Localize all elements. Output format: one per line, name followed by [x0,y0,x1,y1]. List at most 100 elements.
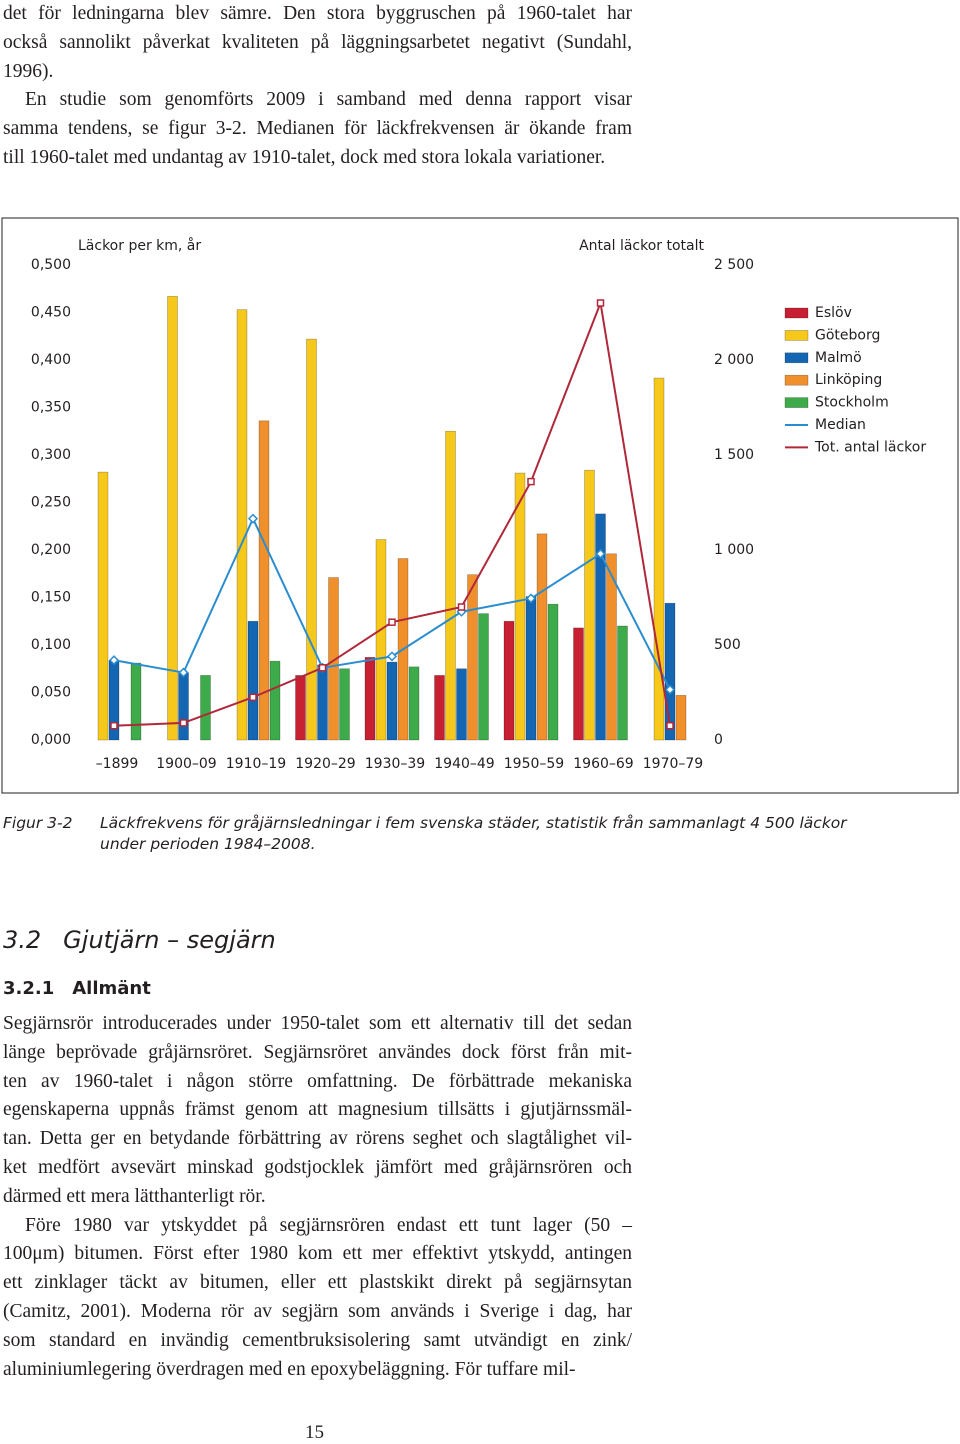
marker [595,548,606,559]
bar [664,602,676,741]
caption-line: Läckfrekvens för gråjärnsledningar i fem… [100,814,847,832]
bar [434,675,445,741]
text-line: Segjärnsrör introducerades under 1950-ta… [3,1013,632,1034]
x-tick-label: –1899 [96,756,139,772]
bar [167,296,178,741]
bar [536,533,548,741]
page-number: 15 [305,1422,324,1443]
legend-label: Tot. antal läckor [814,439,926,455]
legend-swatch [784,397,809,408]
text-line: det för ledningarna blev sämre. Den stor… [3,3,632,24]
text-line: 1996). [3,60,54,82]
text-line: ket medfört avsevärt minskad godstjockle… [3,1156,632,1178]
legend-swatch [784,330,809,341]
text-line: ten av 1960-talet i någon större omfattn… [3,1070,632,1092]
bar [306,338,317,741]
x-tick-label: 1950–59 [504,756,564,772]
section-title: Gjutjärn – segjärn [63,926,276,954]
text-line: (Camitz, 2001). Moderna rör av segjärn s… [3,1300,632,1322]
y2-tick-label: 2 000 [714,352,754,368]
x-tick-label: 1970–79 [643,756,703,772]
marker [388,618,396,626]
legend-swatch [784,374,809,386]
bar [317,664,328,741]
body-text: Segjärnsrör introducerades under 1950-ta… [3,1010,632,1384]
bar [584,469,595,741]
legend-label: Göteborg [815,327,880,343]
legend-label: Linköping [815,372,882,388]
bar [364,657,376,741]
bar [478,613,489,741]
section-number: 3.2 [3,926,42,954]
legend-label: Malmö [815,350,862,366]
y-tick-label: 0,100 [31,637,71,653]
bar [547,603,559,741]
text-line: som standard en invändig cementbruksisol… [3,1329,632,1351]
subsection-title: Allmänt [72,978,151,999]
x-tick-label: 1930–39 [365,756,425,772]
text-line: därmed ett mera lätthanterligt rör. [3,1185,266,1207]
marker [664,684,676,695]
caption-label: Figur 3-2 [3,814,73,832]
marker [525,593,537,604]
marker [666,722,674,730]
marker [596,299,605,307]
legend-label: Eslöv [815,305,852,321]
y-tick-label: 0,300 [31,447,71,463]
x-tick-label: 1960–69 [573,756,633,772]
marker [249,693,257,701]
bar [130,662,142,741]
bar [269,660,281,741]
x-tick-label: 1910–19 [226,756,286,772]
y2-tick-label: 1 000 [714,542,754,558]
marker [110,722,118,730]
text-line: till 1960-talet med undantag av 1910-tal… [3,146,606,168]
bar [653,377,665,741]
marker [108,655,120,666]
marker [527,477,535,486]
text-line: länge beprövade gråjärnsröret. Segjärnsr… [3,1041,632,1063]
bar [295,675,306,741]
bar [525,596,537,741]
subsection-number: 3.2.1 [3,978,55,999]
legend-label: Stockholm [815,395,889,411]
text-line: samma tendens, se figur 3-2. Medianen fö… [3,118,632,140]
text-line: egenskaperna uppnås främst genom att mag… [3,1099,632,1121]
y-tick-label: 0,400 [31,352,71,368]
marker [179,719,188,727]
bar [606,553,617,741]
intro: det för ledningarna blev sämre. Den stor… [3,0,632,173]
bar [386,661,398,741]
bar [339,668,350,741]
y2-axis-label: Antal läckor totalt [579,238,704,254]
bar [178,672,189,741]
y-tick-label: 0,250 [31,495,71,511]
bar [408,666,420,741]
bar [573,627,584,741]
y-tick-label: 0,350 [31,400,71,416]
y-tick-label: 0,000 [31,732,71,748]
text-line: Före 1980 var ytskyddet på segjärnsrören… [25,1214,632,1236]
caption-text: Läckfrekvens för gråjärnsledningar i fem… [100,813,847,855]
y-tick-label: 0,200 [31,542,71,558]
bar [328,577,339,741]
subsection-heading: 3.2.1 Allmänt [3,978,151,999]
text-line: ett zinklager täckt av bitumen, eller et… [3,1272,632,1294]
x-tick-label: 1900–09 [156,756,216,772]
marker [247,513,259,524]
bar [258,420,270,741]
text-line: 100μm) bitumen. Först efter 1980 kom ett… [3,1243,632,1265]
chart-frame [1,217,959,794]
x-tick-label: 1920–29 [295,756,355,772]
legend-swatch [784,352,809,364]
bar [514,472,526,741]
text-line: tan. Detta ger en betydande förbättring … [3,1128,632,1150]
y2-tick-label: 0 [714,732,723,748]
y-tick-label: 0,450 [31,305,71,321]
legend-swatch [784,307,809,319]
text-line: också sannolikt påverkat kvaliteten på l… [3,31,632,53]
bar [595,513,606,741]
y-tick-label: 0,500 [31,257,71,273]
marker [386,651,398,662]
